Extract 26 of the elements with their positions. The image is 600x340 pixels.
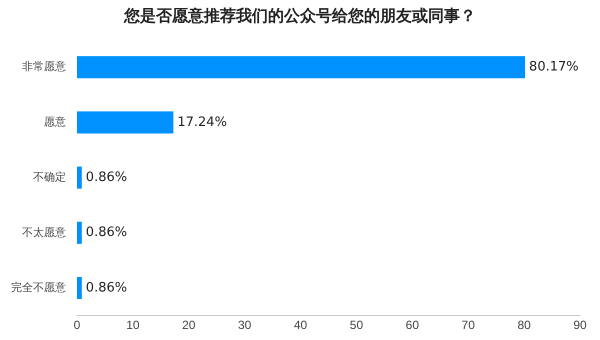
x-tick-label: 90: [573, 318, 587, 332]
data-label: 0.86%: [86, 170, 128, 185]
bar: [77, 276, 82, 300]
x-tick-label: 30: [238, 318, 252, 332]
x-tick-label: 0: [74, 318, 81, 332]
bar: [77, 111, 174, 134]
x-tick-label: 70: [462, 318, 476, 332]
data-label: 0.86%: [86, 225, 128, 240]
bar: [77, 222, 82, 244]
x-tick-label: 20: [182, 318, 196, 332]
x-tick-label: 40: [294, 318, 308, 332]
x-tick-label: 50: [350, 318, 364, 332]
y-tick-label: 愿意: [44, 115, 66, 128]
bar: [77, 56, 526, 78]
data-label: 80.17%: [529, 60, 579, 75]
x-tick-label: 80: [517, 318, 532, 332]
y-tick-label: 完全不愿意: [11, 281, 66, 294]
x-tick-label: 10: [126, 318, 140, 332]
y-tick-label: 不太愿意: [22, 226, 66, 239]
bar: [77, 166, 82, 189]
y-tick-label: 不确定: [33, 170, 66, 184]
x-tick-label: 60: [406, 318, 420, 332]
y-tick-label: 非常愿意: [22, 60, 66, 74]
data-label: 17.24%: [177, 114, 227, 130]
chart-title: 您是否愿意推荐我们的公众号给您的朋友或同事？: [122, 6, 477, 27]
data-label: 0.86%: [86, 280, 128, 296]
